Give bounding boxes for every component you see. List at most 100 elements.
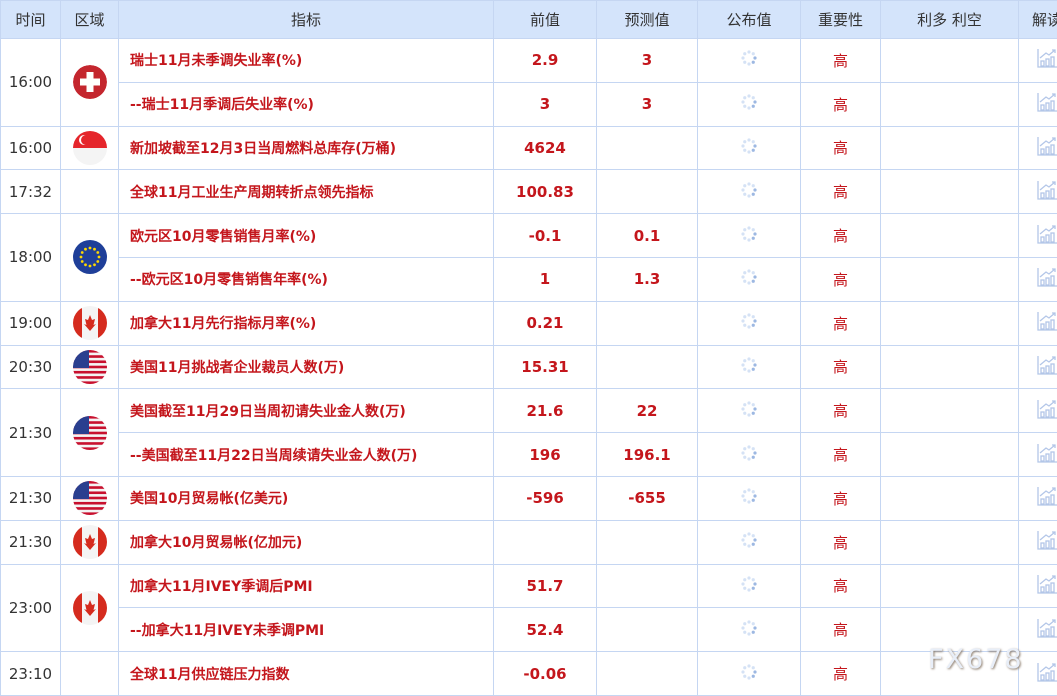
- header-actual: 公布值: [698, 1, 801, 39]
- switzerland-flag-icon: [73, 65, 107, 99]
- previous-value: 51.7: [494, 564, 597, 608]
- indicator-link[interactable]: 新加坡截至12月3日当周燃料总库存(万桶): [119, 126, 494, 170]
- usa-flag-icon: [73, 416, 107, 450]
- chart-analysis-icon[interactable]: [1036, 583, 1057, 599]
- forecast-value: [597, 652, 698, 696]
- forecast-value: 22: [597, 389, 698, 433]
- chart-analysis-icon[interactable]: [1036, 408, 1057, 424]
- chart-analysis-icon[interactable]: [1036, 364, 1057, 380]
- indicator-link[interactable]: --欧元区10月零售销售年率(%): [119, 257, 494, 301]
- loading-spinner-icon: [740, 581, 758, 597]
- actual-value: [698, 82, 801, 126]
- forecast-value: [597, 301, 698, 345]
- indicator-link[interactable]: --瑞士11月季调后失业率(%): [119, 82, 494, 126]
- importance-badge: 高: [801, 564, 881, 608]
- importance-badge: 高: [801, 82, 881, 126]
- chart-analysis-icon[interactable]: [1036, 495, 1057, 511]
- impact-cell: [881, 170, 1019, 214]
- analysis-button[interactable]: [1019, 170, 1057, 214]
- forecast-value: [597, 126, 698, 170]
- header-time: 时间: [1, 1, 61, 39]
- impact-cell: [881, 520, 1019, 564]
- forecast-value: [597, 564, 698, 608]
- analysis-button[interactable]: [1019, 520, 1057, 564]
- analysis-button[interactable]: [1019, 214, 1057, 258]
- analysis-button[interactable]: [1019, 476, 1057, 520]
- analysis-button[interactable]: [1019, 608, 1057, 652]
- usa-flag-icon: [73, 350, 107, 384]
- region-cell: [61, 39, 119, 127]
- chart-analysis-icon[interactable]: [1036, 57, 1057, 73]
- loading-spinner-icon: [740, 274, 758, 290]
- importance-badge: 高: [801, 608, 881, 652]
- indicator-link[interactable]: 美国11月挑战者企业裁员人数(万): [119, 345, 494, 389]
- importance-badge: 高: [801, 433, 881, 477]
- impact-cell: [881, 389, 1019, 433]
- indicator-link[interactable]: 瑞士11月未季调失业率(%): [119, 39, 494, 83]
- analysis-button[interactable]: [1019, 389, 1057, 433]
- loading-spinner-icon: [740, 99, 758, 115]
- previous-value: 3: [494, 82, 597, 126]
- region-cell: [61, 520, 119, 564]
- chart-analysis-icon[interactable]: [1036, 539, 1057, 555]
- analysis-button[interactable]: [1019, 257, 1057, 301]
- chart-analysis-icon[interactable]: [1036, 276, 1057, 292]
- chart-analysis-icon[interactable]: [1036, 627, 1057, 643]
- event-time: 16:00: [1, 39, 61, 127]
- analysis-button[interactable]: [1019, 345, 1057, 389]
- actual-value: [698, 608, 801, 652]
- impact-cell: [881, 126, 1019, 170]
- chart-analysis-icon[interactable]: [1036, 233, 1057, 249]
- analysis-button[interactable]: [1019, 301, 1057, 345]
- importance-badge: 高: [801, 345, 881, 389]
- chart-analysis-icon[interactable]: [1036, 189, 1057, 205]
- header-row: 时间 区域 指标 前值 预测值 公布值 重要性 利多 利空 解读: [1, 1, 1057, 39]
- region-cell: [61, 564, 119, 652]
- chart-analysis-icon[interactable]: [1036, 101, 1057, 117]
- indicator-link[interactable]: 全球11月供应链压力指数: [119, 652, 494, 696]
- forecast-value: 196.1: [597, 433, 698, 477]
- previous-value: -0.06: [494, 652, 597, 696]
- indicator-link[interactable]: 加拿大11月IVEY季调后PMI: [119, 564, 494, 608]
- analysis-button[interactable]: [1019, 433, 1057, 477]
- previous-value: 15.31: [494, 345, 597, 389]
- indicator-link[interactable]: 美国10月贸易帐(亿美元): [119, 476, 494, 520]
- actual-value: [698, 170, 801, 214]
- canada-flag-icon: [73, 306, 107, 340]
- chart-analysis-icon[interactable]: [1036, 320, 1057, 336]
- loading-spinner-icon: [740, 537, 758, 553]
- analysis-button[interactable]: [1019, 82, 1057, 126]
- region-cell: [61, 476, 119, 520]
- indicator-link[interactable]: 欧元区10月零售销售月率(%): [119, 214, 494, 258]
- importance-badge: 高: [801, 214, 881, 258]
- indicator-link[interactable]: --加拿大11月IVEY未季调PMI: [119, 608, 494, 652]
- chart-analysis-icon[interactable]: [1036, 145, 1057, 161]
- indicator-link[interactable]: 美国截至11月29日当周初请失业金人数(万): [119, 389, 494, 433]
- analysis-button[interactable]: [1019, 564, 1057, 608]
- analysis-button[interactable]: [1019, 126, 1057, 170]
- importance-badge: 高: [801, 170, 881, 214]
- indicator-link[interactable]: 加拿大10月贸易帐(亿加元): [119, 520, 494, 564]
- watermark: FX678: [928, 644, 1024, 675]
- indicator-link[interactable]: 加拿大11月先行指标月率(%): [119, 301, 494, 345]
- chart-analysis-icon[interactable]: [1036, 671, 1057, 687]
- indicator-link[interactable]: 全球11月工业生产周期转折点领先指标: [119, 170, 494, 214]
- impact-cell: [881, 301, 1019, 345]
- chart-analysis-icon[interactable]: [1036, 452, 1057, 468]
- actual-value: [698, 652, 801, 696]
- event-time: 19:00: [1, 301, 61, 345]
- previous-value: 4624: [494, 126, 597, 170]
- previous-value: 0.21: [494, 301, 597, 345]
- analysis-button[interactable]: [1019, 39, 1057, 83]
- previous-value: 100.83: [494, 170, 597, 214]
- analysis-button[interactable]: [1019, 652, 1057, 696]
- loading-spinner-icon: [740, 318, 758, 334]
- indicator-link[interactable]: --美国截至11月22日当周续请失业金人数(万): [119, 433, 494, 477]
